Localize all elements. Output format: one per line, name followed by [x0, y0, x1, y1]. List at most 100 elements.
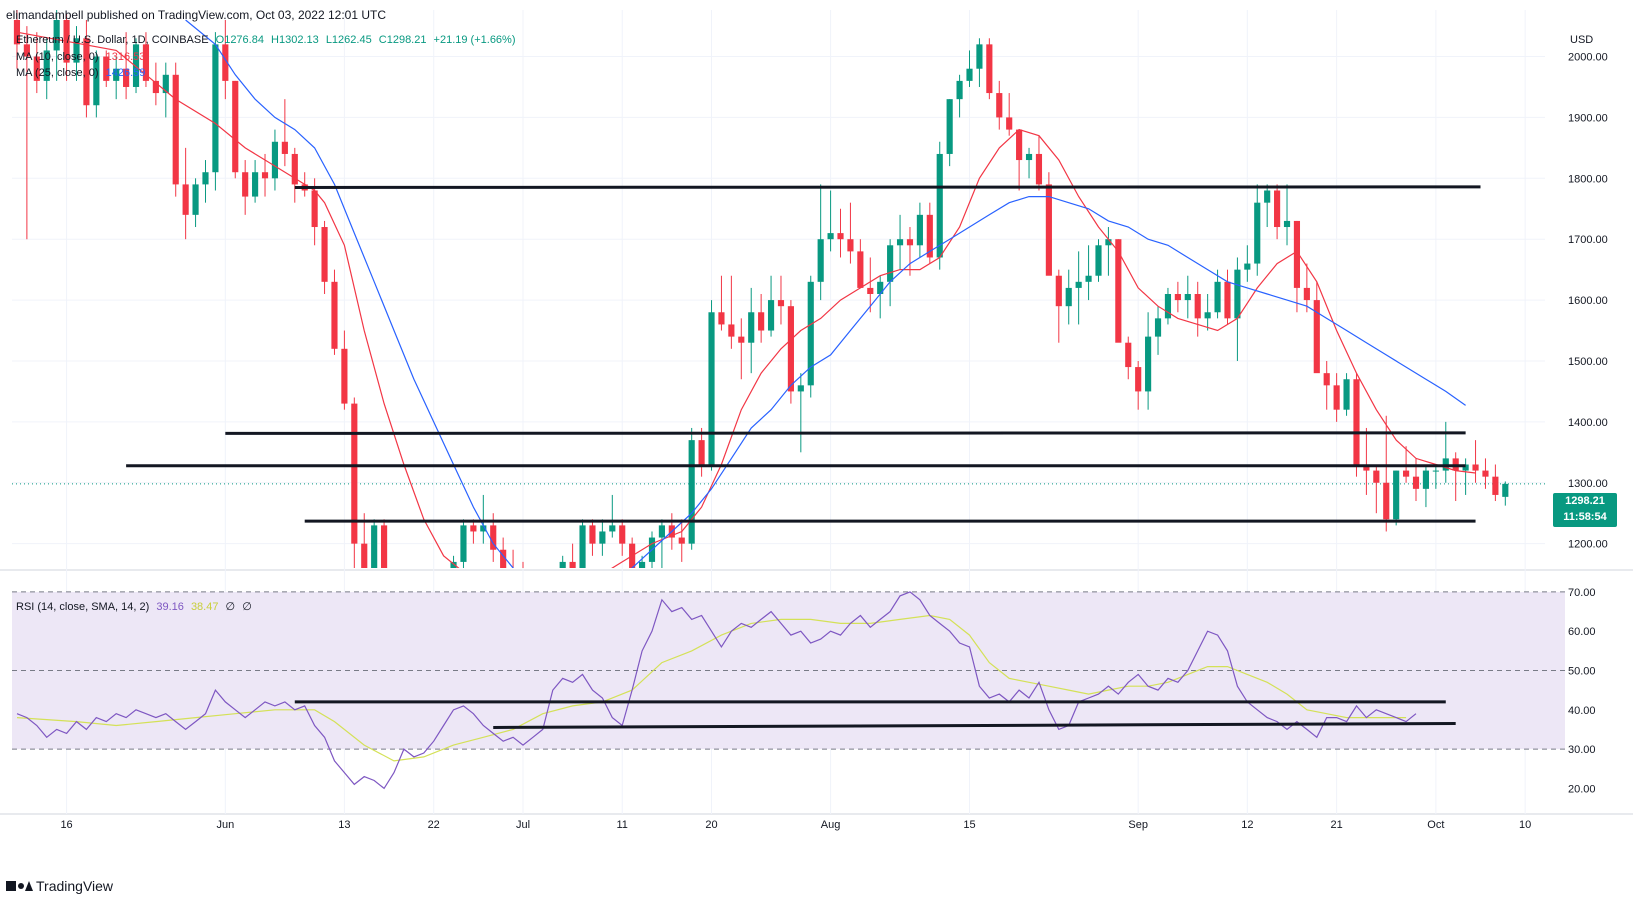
candle-body: [500, 549, 507, 568]
candle-body: [688, 440, 695, 544]
candle-body: [1006, 117, 1013, 130]
rsi-extra-1: ∅: [225, 601, 236, 613]
candle-body: [1055, 275, 1062, 307]
candle-body: [1135, 367, 1142, 392]
published-line: elimandambell published on TradingView.c…: [6, 8, 386, 22]
candle-body: [490, 525, 497, 550]
candle-body: [1224, 281, 1231, 319]
candle-body: [877, 281, 884, 294]
candle-body: [827, 233, 834, 240]
candle-body: [311, 190, 318, 228]
candle-body: [450, 561, 457, 568]
candle-body: [728, 324, 735, 337]
symbol-legend: Ethereum / U.S. Dollar, 1D, COINBASE O12…: [16, 34, 520, 46]
price-trendline[interactable]: [225, 431, 1466, 435]
candle-body: [1482, 470, 1489, 477]
candle-body: [43, 50, 50, 81]
candle-body: [252, 172, 259, 197]
candle-body: [1343, 379, 1350, 410]
bar-countdown: 11:58:54: [1563, 511, 1607, 523]
ma10-value: 1316.53: [105, 51, 146, 63]
candle-body: [510, 574, 516, 580]
candle-body: [916, 214, 923, 246]
candle-body: [678, 537, 685, 544]
brand-name: TradingView: [36, 878, 114, 894]
candle-body: [103, 56, 110, 81]
price-tick-label: 1400.00: [1568, 417, 1608, 429]
date-tick-label: 20: [705, 819, 717, 831]
high-value: H1302.13: [271, 34, 319, 46]
candle-body: [589, 525, 596, 544]
ma25-legend: MA (25, close, 0) 1426.59: [16, 67, 149, 79]
ma25-value: 1426.59: [105, 67, 146, 79]
candle-body: [738, 336, 745, 343]
rsi-extra-2: ∅: [242, 601, 252, 613]
ma25-label: MA (25, close, 0): [16, 67, 99, 79]
ma10-label: MA (10, close, 0): [16, 51, 99, 63]
candle-body: [1383, 482, 1390, 520]
candle-body: [1154, 318, 1162, 337]
candle-body: [1502, 483, 1509, 497]
candle-body: [23, 44, 30, 57]
candle-body: [936, 153, 943, 258]
candle-body: [1274, 190, 1281, 228]
candle-body: [1244, 263, 1251, 270]
candle-body: [658, 525, 665, 538]
rsi-legend: RSI (14, close, SMA, 14, 2) 39.16 38.47 …: [16, 600, 256, 613]
candle-body: [906, 239, 914, 246]
candle-body: [460, 525, 467, 562]
candle-body: [321, 227, 328, 282]
candle-body: [242, 172, 249, 197]
candle-body: [1373, 470, 1380, 483]
candle-body: [470, 525, 477, 532]
ma10-legend: MA (10, close, 0) 1316.53: [16, 51, 149, 63]
candle-body: [946, 99, 953, 154]
candle-body: [1164, 294, 1172, 319]
candle-body: [599, 531, 606, 544]
candle-body: [1264, 190, 1271, 203]
candle-body: [93, 56, 100, 106]
candle-body: [1174, 294, 1181, 301]
symbol-name: Ethereum / U.S. Dollar, 1D, COINBASE: [16, 34, 209, 46]
rsi-band: [12, 591, 1565, 750]
candle-body: [966, 68, 973, 81]
axes-layer: 1200.00 1300.00 1400.00 1500.00 1600.00 1700.…: [60, 52, 1607, 831]
candle-body: [1025, 153, 1033, 161]
date-tick-label: 21: [1331, 819, 1343, 831]
close-value: C1298.21: [378, 34, 427, 46]
price-tick-label: 2000.00: [1568, 52, 1608, 64]
trendlines-layer[interactable]: [126, 185, 1481, 729]
tradingview-logo-icon: [6, 879, 33, 893]
ma10-line: [16, 31, 1476, 568]
candle-body: [996, 93, 1003, 118]
candle-body: [1412, 476, 1420, 489]
candle-body: [926, 214, 933, 258]
candle-body: [1472, 464, 1479, 471]
candle-body: [83, 38, 90, 106]
candle-body: [1085, 275, 1092, 282]
candle-body: [261, 172, 269, 179]
candle-body: [182, 184, 189, 215]
candle-body: [381, 525, 388, 568]
candle-body: [1293, 220, 1301, 288]
candle-body: [281, 141, 288, 154]
candle-body: [232, 80, 239, 173]
candle-body: [1194, 294, 1201, 319]
date-tick-label: 16: [60, 819, 72, 831]
price-trendline[interactable]: [294, 185, 1481, 189]
candle-body: [1184, 294, 1191, 301]
candle-body: [271, 141, 279, 179]
footer-brand[interactable]: TradingView: [6, 878, 113, 894]
rsi-trendline[interactable]: [493, 722, 1456, 729]
candle-body: [887, 245, 894, 282]
candle-body: [1115, 239, 1122, 343]
candle-body: [1095, 245, 1102, 276]
candle-body: [708, 312, 715, 465]
candle-body: [797, 385, 804, 392]
rsi-tick-label: 50.00: [1568, 666, 1596, 678]
rsi-layer: [16, 591, 1417, 790]
date-tick-label: 10: [1519, 819, 1531, 831]
candle-body: [619, 525, 626, 544]
candle-body: [847, 239, 854, 252]
